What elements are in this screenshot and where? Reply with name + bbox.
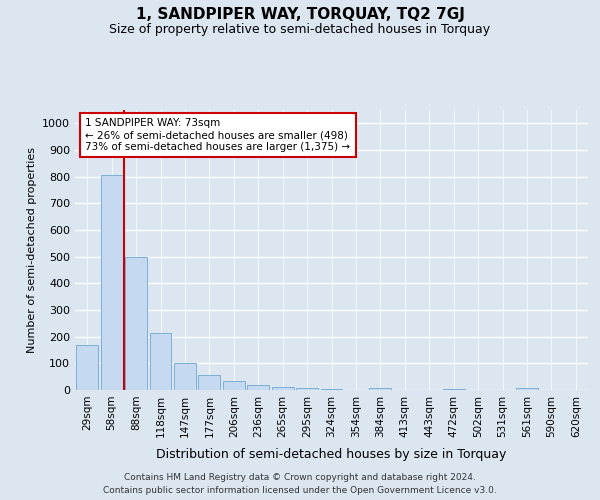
Bar xyxy=(320,388,343,390)
X-axis label: Distribution of semi-detached houses by size in Torquay: Distribution of semi-detached houses by … xyxy=(157,448,506,461)
Bar xyxy=(516,388,538,390)
Bar xyxy=(199,376,220,390)
Y-axis label: Number of semi-detached properties: Number of semi-detached properties xyxy=(26,147,37,353)
Bar xyxy=(76,344,98,390)
Text: Size of property relative to semi-detached houses in Torquay: Size of property relative to semi-detach… xyxy=(109,22,491,36)
Bar xyxy=(223,380,245,390)
Bar xyxy=(174,364,196,390)
Bar xyxy=(125,256,147,390)
Text: Contains public sector information licensed under the Open Government Licence v3: Contains public sector information licen… xyxy=(103,486,497,495)
Bar xyxy=(443,388,464,390)
Bar xyxy=(247,385,269,390)
Bar xyxy=(272,388,293,390)
Text: Contains HM Land Registry data © Crown copyright and database right 2024.: Contains HM Land Registry data © Crown c… xyxy=(124,472,476,482)
Text: 1 SANDPIPER WAY: 73sqm
← 26% of semi-detached houses are smaller (498)
73% of se: 1 SANDPIPER WAY: 73sqm ← 26% of semi-det… xyxy=(85,118,350,152)
Bar xyxy=(296,388,318,390)
Text: 1, SANDPIPER WAY, TORQUAY, TQ2 7GJ: 1, SANDPIPER WAY, TORQUAY, TQ2 7GJ xyxy=(136,8,464,22)
Bar xyxy=(101,176,122,390)
Bar xyxy=(370,388,391,390)
Bar xyxy=(149,332,172,390)
